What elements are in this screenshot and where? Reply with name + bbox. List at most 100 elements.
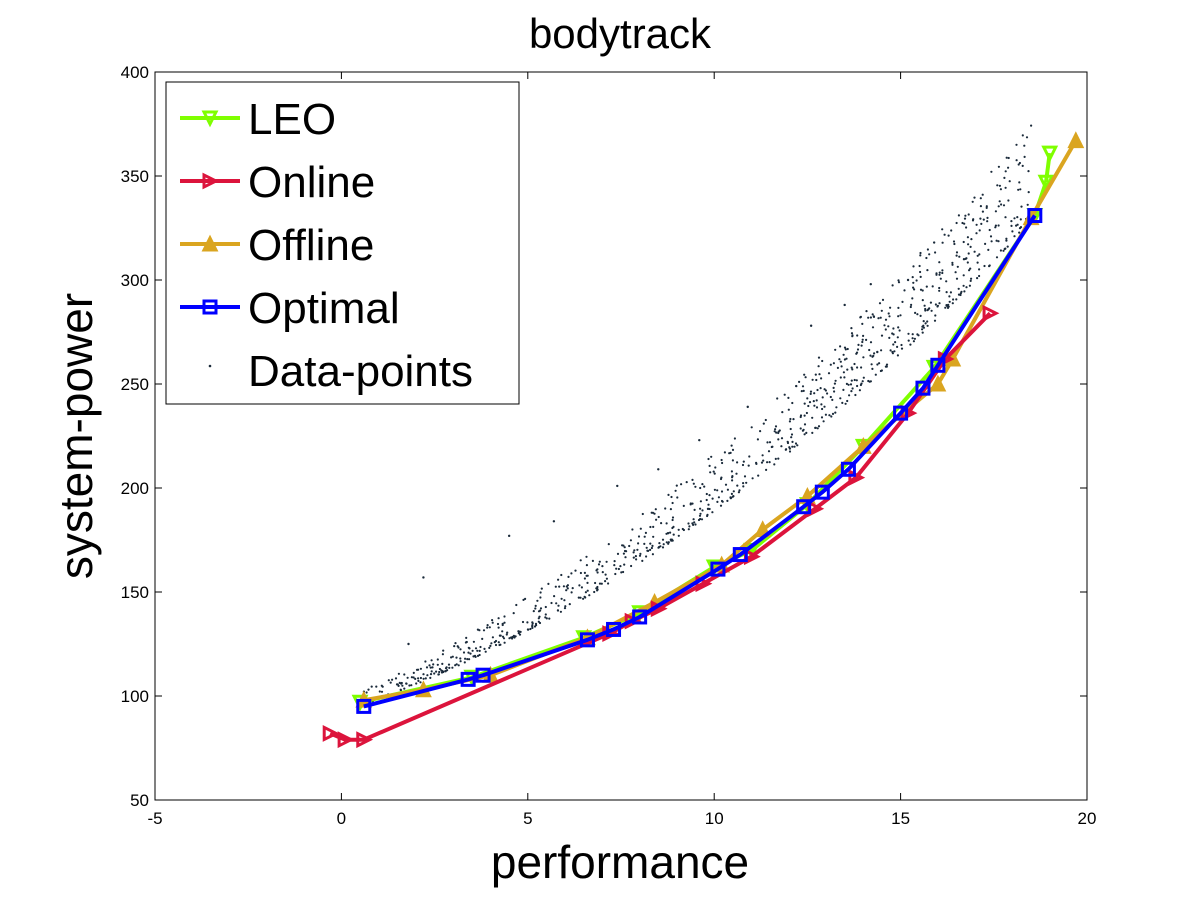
data-point [539, 607, 543, 610]
data-point [446, 669, 449, 672]
data-point [911, 333, 914, 336]
data-point [419, 667, 422, 670]
data-point [677, 528, 680, 531]
data-point [691, 502, 694, 505]
data-point [910, 303, 913, 306]
data-point [1010, 224, 1013, 227]
data-point [639, 527, 642, 530]
data-point [965, 286, 968, 289]
data-point [816, 427, 819, 430]
data-point [865, 310, 868, 313]
data-point [536, 599, 539, 602]
data-point [693, 508, 696, 511]
data-point [491, 636, 494, 639]
data-point [775, 431, 778, 434]
data-point [681, 527, 684, 531]
data-point [380, 690, 384, 693]
data-point [1004, 186, 1007, 189]
data-point [811, 378, 814, 381]
data-point [471, 649, 474, 652]
data-point [789, 427, 792, 431]
data-point [544, 613, 547, 616]
data-point [596, 571, 599, 574]
data-point [494, 643, 498, 647]
data-point [657, 468, 660, 471]
legend-marker [202, 172, 220, 190]
data-point [936, 304, 940, 307]
data-point [436, 663, 439, 666]
x-tick-label: 0 [337, 809, 346, 828]
data-point [878, 302, 882, 305]
data-point [887, 325, 890, 328]
legend: LEO Online Offline Optimal Data-points [165, 81, 520, 405]
data-point [792, 418, 795, 421]
data-point [691, 478, 694, 481]
data-point [1025, 136, 1029, 139]
data-point [613, 560, 616, 563]
series-marker-online [337, 731, 355, 749]
data-point [526, 621, 529, 624]
data-point [962, 274, 965, 277]
data-point [963, 222, 966, 225]
data-point [671, 518, 674, 522]
data-point [519, 630, 522, 634]
data-point [831, 412, 835, 415]
data-point [851, 387, 854, 390]
data-point [489, 644, 492, 648]
data-point [1008, 180, 1011, 183]
data-point [900, 347, 904, 350]
data-point [406, 676, 409, 679]
data-point [735, 472, 738, 475]
data-point [708, 507, 711, 511]
data-point [662, 543, 665, 546]
data-point [788, 450, 792, 453]
data-point [858, 389, 862, 392]
data-point [730, 496, 733, 499]
data-point [921, 299, 924, 302]
data-point [486, 626, 489, 629]
data-point [843, 346, 847, 349]
data-point [499, 643, 502, 646]
data-point [981, 210, 985, 213]
data-point [502, 637, 506, 640]
y-tick-label: 50 [130, 791, 149, 810]
data-point [767, 450, 771, 453]
data-point [834, 379, 837, 382]
data-point [597, 563, 601, 566]
data-point [938, 286, 941, 290]
data-point [375, 685, 378, 688]
data-point [794, 442, 798, 445]
data-point [588, 594, 591, 597]
data-point [873, 352, 876, 355]
data-point [856, 348, 860, 351]
data-point [880, 334, 884, 337]
data-point [955, 254, 958, 257]
data-point [948, 300, 951, 303]
data-point [665, 532, 668, 535]
data-point [801, 429, 805, 432]
x-tick-label: 5 [523, 809, 532, 828]
data-point [766, 461, 769, 464]
data-point [1003, 247, 1006, 251]
data-point [405, 682, 408, 685]
data-point [994, 210, 998, 213]
data-point [464, 657, 467, 660]
series-marker-optimal [356, 698, 372, 714]
data-point [422, 576, 425, 579]
data-point [732, 490, 735, 493]
data-point [777, 430, 780, 433]
data-point [892, 333, 895, 336]
data-point [967, 213, 970, 216]
data-point [911, 337, 914, 340]
data-point [472, 640, 475, 643]
data-point [531, 625, 534, 628]
data-point [524, 597, 527, 601]
data-point [730, 444, 733, 447]
data-point [832, 386, 835, 389]
data-point [880, 349, 883, 352]
data-point [938, 273, 941, 276]
data-point [601, 565, 604, 568]
data-point [764, 418, 767, 422]
data-point [527, 628, 530, 631]
data-point [806, 397, 809, 400]
